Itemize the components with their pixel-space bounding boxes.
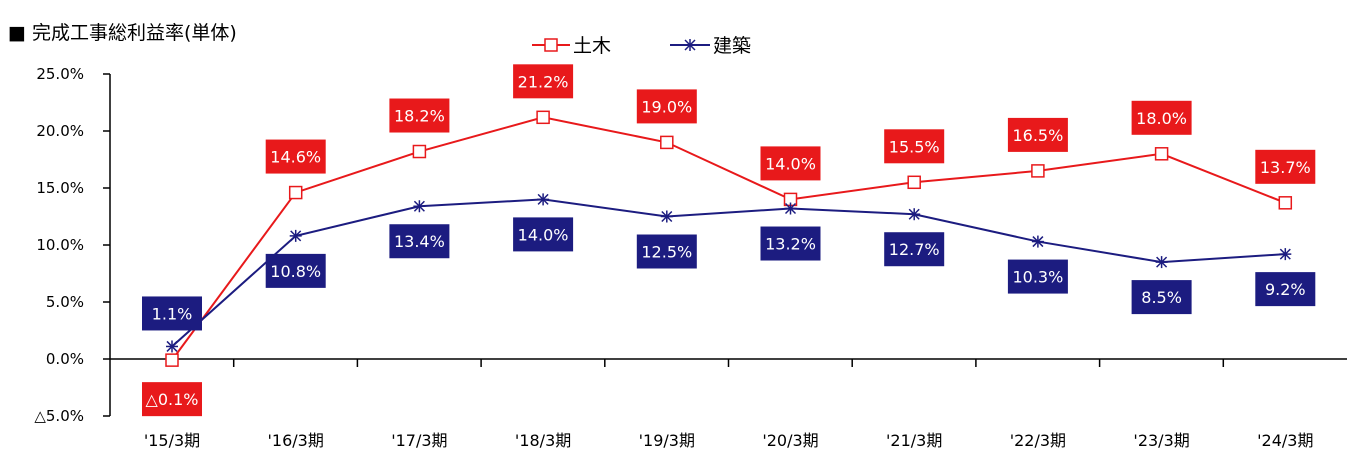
data-label: 19.0%	[641, 97, 692, 116]
data-label-box	[142, 382, 202, 417]
series-layer	[165, 110, 1293, 367]
x-tick-label: '16/3期	[268, 431, 324, 450]
x-tick-label: '20/3期	[762, 431, 818, 450]
legend-label-doboku: 土木	[573, 35, 611, 57]
y-tick-label: 25.0%	[36, 65, 84, 83]
legend-marker-kenchiku	[684, 39, 696, 51]
data-point	[413, 200, 426, 213]
y-tick-label: 15.0%	[36, 179, 84, 197]
data-point	[908, 208, 921, 221]
data-label: 9.2%	[1265, 280, 1306, 299]
data-label-box	[389, 224, 450, 259]
data-point	[165, 353, 179, 367]
data-point	[660, 135, 674, 150]
data-label-box	[265, 139, 326, 174]
data-label: 13.2%	[765, 235, 816, 254]
data-label: 18.0%	[1136, 109, 1187, 128]
y-tick-label: 5.0%	[46, 293, 84, 311]
data-label: 12.5%	[641, 243, 692, 262]
data-label-box	[760, 146, 821, 181]
data-point	[166, 340, 178, 353]
data-label: 8.5%	[1141, 288, 1182, 307]
data-point	[1031, 164, 1045, 178]
data-point	[784, 202, 797, 215]
data-label-box	[389, 98, 450, 133]
x-tick-label: '21/3期	[886, 431, 942, 450]
y-tick-label: 20.0%	[36, 122, 84, 140]
data-point	[1278, 196, 1293, 210]
data-label-box	[513, 217, 574, 252]
data-label: △0.1%	[146, 390, 199, 409]
data-label: 18.2%	[394, 107, 445, 126]
data-label: 10.8%	[270, 262, 321, 281]
data-point	[907, 175, 921, 190]
data-label-box	[1131, 100, 1192, 135]
x-tick-label: '18/3期	[515, 431, 571, 450]
legend-marker-doboku	[544, 38, 558, 52]
data-label-box	[760, 226, 821, 261]
data-point	[1279, 248, 1292, 261]
y-tick-label: 0.0%	[46, 350, 84, 368]
data-point	[412, 144, 427, 159]
data-label-box	[513, 64, 574, 99]
x-tick-label: '17/3期	[391, 431, 447, 450]
x-tick-label: '24/3期	[1257, 431, 1313, 450]
series-line-kenchiku	[171, 198, 1286, 348]
data-label: 15.5%	[889, 137, 940, 156]
chart-title: ■ 完成工事総利益率(単体)	[8, 22, 237, 44]
data-label-box	[1131, 280, 1192, 315]
data-point	[537, 193, 550, 206]
data-point	[288, 185, 303, 200]
data-point	[660, 210, 673, 223]
data-label: 1.1%	[152, 304, 193, 323]
x-tick-label: '23/3期	[1133, 431, 1189, 450]
data-label-box	[884, 129, 945, 164]
x-tick-label: '22/3期	[1010, 431, 1066, 450]
data-label: 13.7%	[1260, 158, 1311, 177]
data-label: 14.0%	[518, 225, 569, 244]
data-label: 14.0%	[765, 154, 816, 173]
data-label: 16.5%	[1012, 126, 1063, 145]
data-label-box	[1007, 259, 1068, 294]
legend-label-kenchiku: 建築	[713, 35, 751, 57]
data-point	[536, 110, 550, 125]
series-line-doboku	[171, 116, 1286, 361]
data-label: 10.3%	[1012, 268, 1063, 287]
data-label-box	[636, 234, 697, 269]
axes: 25.0% 20.0% 15.0% 10.0% 5.0% 0.0% △5.0% '15/3期 '…	[34, 65, 1347, 450]
data-label-box	[142, 296, 202, 331]
data-label: 12.7%	[889, 240, 940, 259]
data-label-box	[265, 253, 326, 288]
data-point	[1154, 147, 1169, 161]
data-label: 13.4%	[394, 232, 445, 251]
y-tick-label: △5.0%	[34, 407, 84, 425]
y-tick-label: 10.0%	[36, 236, 84, 254]
data-label-box	[1255, 149, 1316, 184]
data-label: 14.6%	[270, 148, 321, 167]
data-label-box	[636, 89, 697, 124]
x-tick-label: '15/3期	[144, 431, 200, 450]
data-point	[289, 229, 302, 242]
data-label-box	[1255, 272, 1316, 307]
data-point	[1031, 235, 1044, 248]
data-label-box	[884, 232, 945, 267]
data-point	[1155, 256, 1168, 269]
x-tick-label: '19/3期	[639, 431, 695, 450]
data-label: 21.2%	[518, 72, 569, 91]
legend: 土木 建築	[532, 35, 751, 57]
data-label-box	[1007, 117, 1068, 152]
data-labels-layer: △0.1% 14.6% 18.2% 21.2% 19.0% 14.0% 15.5% 16.5%…	[142, 64, 1316, 417]
